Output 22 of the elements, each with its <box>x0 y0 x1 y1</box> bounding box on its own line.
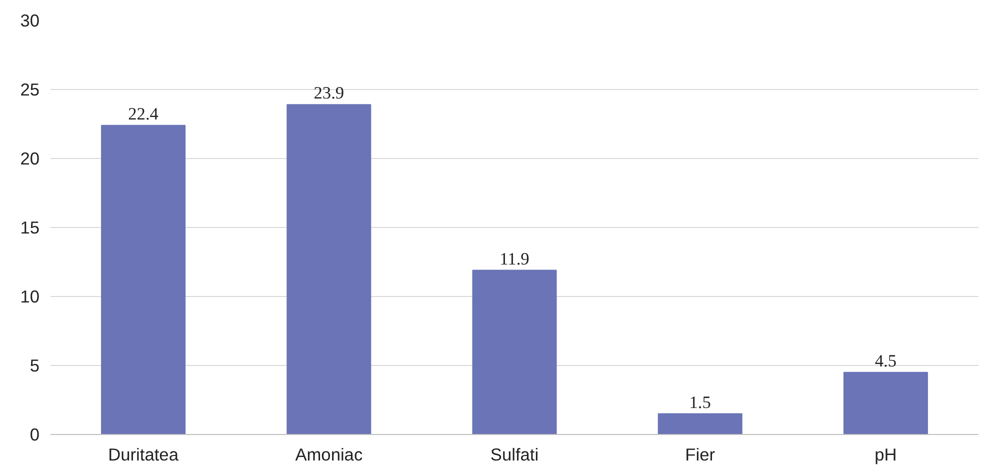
x-tick-label: Sulfati <box>490 444 539 464</box>
y-tick-label: 5 <box>30 356 40 376</box>
data-label: 4.5 <box>874 351 897 370</box>
data-label: 1.5 <box>689 392 711 412</box>
y-tick-label: 10 <box>20 286 40 306</box>
bar <box>472 270 557 434</box>
y-tick-label: 30 <box>20 10 40 30</box>
bar <box>101 124 186 434</box>
data-label: 23.9 <box>314 84 344 103</box>
bar <box>843 372 928 434</box>
x-tick-label: Duritatea <box>108 444 179 464</box>
data-label: 11.9 <box>500 249 530 268</box>
bar <box>286 104 372 434</box>
y-tick-label: 0 <box>30 424 40 444</box>
y-tick-label: 25 <box>20 80 40 100</box>
bar <box>658 413 742 434</box>
x-tick-label: Fier <box>685 444 716 464</box>
data-label: 22.4 <box>128 104 159 124</box>
x-tick-label: Amoniac <box>295 444 363 464</box>
y-tick-label: 20 <box>20 148 40 168</box>
y-tick-label: 15 <box>20 218 40 238</box>
x-tick-label: pH <box>874 444 897 464</box>
